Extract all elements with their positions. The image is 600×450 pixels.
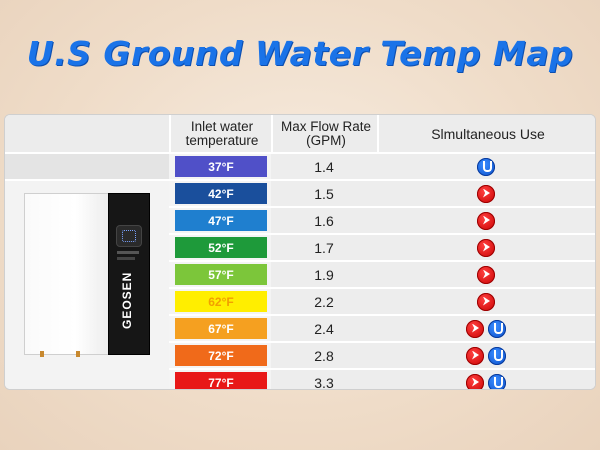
page-title: U.S Ground Water Temp Map [26, 34, 574, 73]
inlet-temperature-badge: 52°F [175, 237, 267, 258]
faucet-icon [477, 211, 495, 230]
max-flow-rate-value: 1.6 [271, 208, 377, 233]
inlet-temperature-badge: 42°F [175, 183, 267, 204]
max-flow-rate-value: 2.4 [271, 316, 377, 341]
left-header-cell [5, 115, 169, 154]
simultaneous-use-cell [377, 235, 595, 260]
simultaneous-use-cell [377, 154, 595, 179]
shower-icon [477, 157, 495, 176]
header-inlet-temperature: Inlet water temperature [169, 115, 273, 154]
heater-brand-logo: GEOSEN [120, 271, 134, 329]
table-row: 77°F 3.3 [169, 370, 595, 389]
max-flow-rate-value: 2.2 [271, 289, 377, 314]
water-heater-image: GEOSEN [24, 193, 150, 357]
faucet-icon [466, 373, 484, 389]
heater-label [117, 257, 135, 260]
header-simultaneous-use: Slmultaneous Use [377, 115, 595, 154]
pipe-icon [40, 351, 44, 357]
inlet-temperature-badge: 47°F [175, 210, 267, 231]
left-gap-cell [5, 154, 169, 181]
max-flow-rate-value: 2.8 [271, 343, 377, 368]
inlet-temperature-badge: 72°F [175, 345, 267, 366]
faucet-icon [477, 292, 495, 311]
simultaneous-use-cell [377, 343, 595, 368]
heater-body [24, 193, 110, 355]
faucet-icon [466, 319, 484, 338]
simultaneous-use-cell [377, 262, 595, 287]
max-flow-rate-value: 1.4 [271, 154, 377, 179]
table-row: 72°F 2.8 [169, 343, 595, 368]
table-row: 47°F 1.6 [169, 208, 595, 233]
faucet-icon [477, 265, 495, 284]
table-row: 57°F 1.9 [169, 262, 595, 287]
shower-icon [488, 346, 506, 365]
inlet-temperature-badge: 57°F [175, 264, 267, 285]
table-row: 62°F 2.2 [169, 289, 595, 314]
shower-icon [488, 319, 506, 338]
simultaneous-use-cell [377, 316, 595, 341]
max-flow-rate-value: 1.9 [271, 262, 377, 287]
faucet-icon [466, 346, 484, 365]
pipe-icon [76, 351, 80, 357]
simultaneous-use-cell [377, 208, 595, 233]
table-row: 52°F 1.7 [169, 235, 595, 260]
table-row: 37°F 1.4 [169, 154, 595, 179]
inlet-temperature-badge: 67°F [175, 318, 267, 339]
faucet-icon [477, 184, 495, 203]
faucet-icon [477, 238, 495, 257]
heater-label [117, 251, 139, 254]
max-flow-rate-value: 1.5 [271, 181, 377, 206]
table-row: 67°F 2.4 [169, 316, 595, 341]
table-row: 42°F 1.5 [169, 181, 595, 206]
inlet-temperature-badge: 37°F [175, 156, 267, 177]
simultaneous-use-cell [377, 289, 595, 314]
inlet-temperature-badge: 77°F [175, 372, 267, 389]
header-max-flow-rate: Max Flow Rate (GPM) [271, 115, 379, 154]
heater-display [116, 225, 142, 247]
simultaneous-use-cell [377, 181, 595, 206]
heater-panel [108, 193, 150, 355]
inlet-temperature-badge: 62°F [175, 291, 267, 312]
simultaneous-use-cell [377, 370, 595, 389]
max-flow-rate-value: 1.7 [271, 235, 377, 260]
max-flow-rate-value: 3.3 [271, 370, 377, 389]
shower-icon [488, 373, 506, 389]
